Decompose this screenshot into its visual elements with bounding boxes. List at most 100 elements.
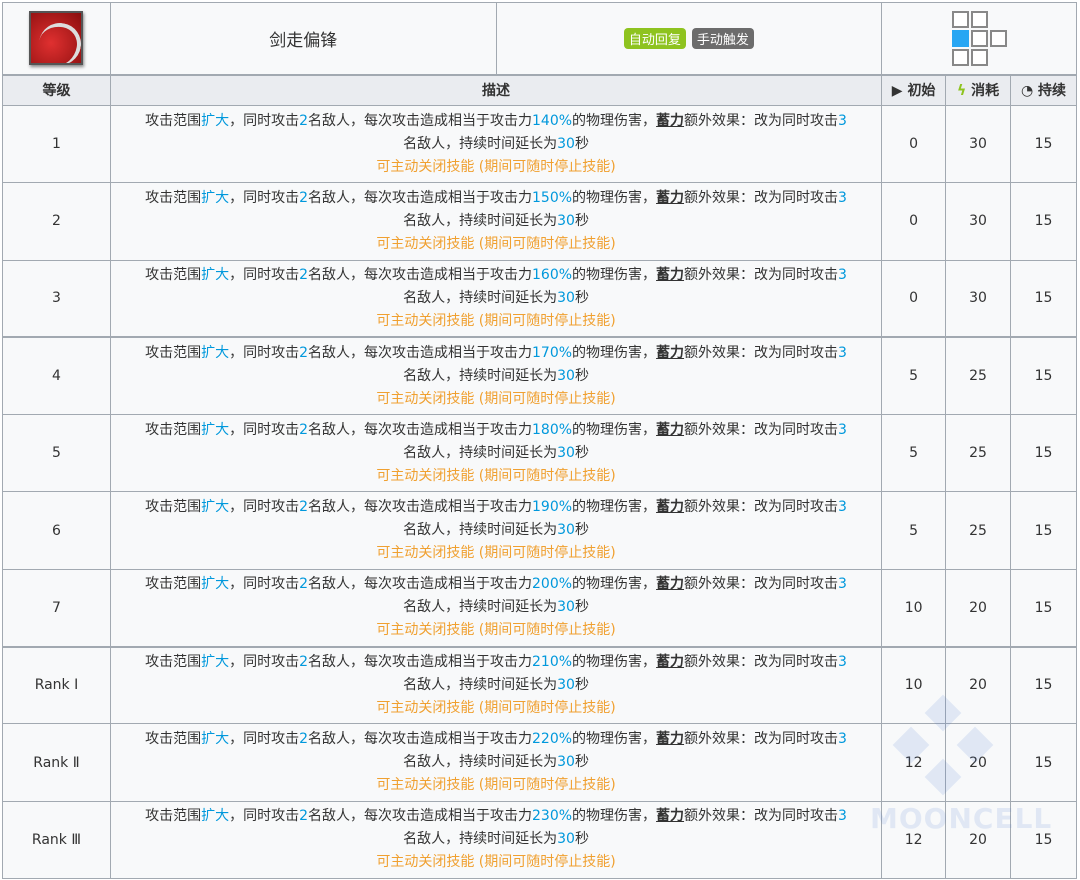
desc-segment: 攻击范围 bbox=[145, 808, 202, 825]
desc-segment: 蓄力 bbox=[656, 266, 685, 283]
desc-segment: 秒 bbox=[574, 522, 589, 539]
desc-segment: 的物理伤害， bbox=[572, 266, 657, 283]
toggle-note: 可主动关闭技能 (期间可随时停止技能) bbox=[376, 699, 616, 716]
desc-segment: 名敌人，持续时间延长为 bbox=[403, 289, 558, 306]
desc-segment: 攻击范围 bbox=[145, 731, 202, 748]
desc-segment: 额外效果：改为同时攻击 bbox=[684, 112, 839, 129]
desc-segment: 30 bbox=[557, 522, 575, 539]
table-row: 4 攻击范围扩大，同时攻击2名敌人，每次攻击造成相当于攻击力170%的物理伤害，… bbox=[2, 336, 1077, 416]
desc-segment: 3 bbox=[838, 576, 847, 593]
desc-segment: 名敌人，持续时间延长为 bbox=[403, 444, 558, 461]
desc-segment: 的物理伤害， bbox=[572, 189, 657, 206]
desc-segment: 210% bbox=[532, 653, 573, 670]
sp-cost-cell: 25 bbox=[945, 491, 1012, 570]
desc-segment: 额外效果：改为同时攻击 bbox=[684, 266, 839, 283]
skill-tags: 自动回复 手动触发 bbox=[495, 2, 883, 75]
desc-segment: 名敌人，每次攻击造成相当于攻击力 bbox=[308, 499, 533, 516]
range-cell bbox=[881, 2, 1077, 75]
desc-segment: 140% bbox=[532, 112, 573, 129]
sp-cost-cell: 25 bbox=[945, 414, 1012, 493]
desc-segment: 30 bbox=[557, 289, 575, 306]
desc-segment: 2 bbox=[299, 576, 309, 593]
tag-manual-trigger: 手动触发 bbox=[691, 27, 754, 49]
desc-segment: 额外效果：改为同时攻击 bbox=[684, 653, 839, 670]
desc-segment: ，同时攻击 bbox=[229, 421, 300, 438]
desc-segment: 30 bbox=[557, 831, 575, 848]
description-cell: 攻击范围扩大，同时攻击2名敌人，每次攻击造成相当于攻击力160%的物理伤害，蓄力… bbox=[109, 259, 883, 338]
desc-segment: 的物理伤害， bbox=[572, 653, 657, 670]
desc-segment: 蓄力 bbox=[656, 653, 685, 670]
initial-sp-cell: 5 bbox=[881, 336, 947, 416]
desc-segment: 3 bbox=[838, 112, 847, 129]
desc-segment: 扩大 bbox=[201, 499, 230, 516]
skill-header-row: 剑走偏锋 自动回复 手动触发 bbox=[2, 2, 1077, 75]
desc-segment: 扩大 bbox=[201, 112, 230, 129]
desc-segment: 攻击范围 bbox=[145, 189, 202, 206]
desc-segment: 额外效果：改为同时攻击 bbox=[684, 421, 839, 438]
desc-segment: 扩大 bbox=[201, 808, 230, 825]
skill-name: 剑走偏锋 bbox=[109, 2, 497, 75]
play-icon: ▶ bbox=[891, 83, 903, 100]
desc-segment: 30 bbox=[557, 367, 575, 384]
header-initial-label: 初始 bbox=[907, 83, 936, 100]
column-headers: 等级 描述 ▶ 初始 ϟ 消耗 ◔ 持续 bbox=[2, 73, 1077, 106]
header-description: 描述 bbox=[109, 73, 883, 106]
toggle-note: 可主动关闭技能 (期间可随时停止技能) bbox=[376, 158, 616, 175]
table-row: 2 攻击范围扩大，同时攻击2名敌人，每次攻击造成相当于攻击力150%的物理伤害，… bbox=[2, 182, 1077, 261]
table-row: Rank Ⅱ 攻击范围扩大，同时攻击2名敌人，每次攻击造成相当于攻击力220%的… bbox=[2, 723, 1077, 802]
desc-segment: 2 bbox=[299, 189, 309, 206]
desc-segment: 蓄力 bbox=[656, 808, 685, 825]
desc-segment: 额外效果：改为同时攻击 bbox=[684, 344, 839, 361]
desc-segment: 秒 bbox=[574, 289, 589, 306]
desc-segment: 秒 bbox=[574, 599, 589, 616]
lightning-icon: ϟ bbox=[956, 83, 967, 100]
desc-segment: ，同时攻击 bbox=[229, 189, 300, 206]
range-cell-square bbox=[951, 29, 969, 47]
skill-icon-cell bbox=[2, 2, 111, 75]
description-cell: 攻击范围扩大，同时攻击2名敌人，每次攻击造成相当于攻击力170%的物理伤害，蓄力… bbox=[109, 336, 883, 416]
sword-slash-skill-icon bbox=[29, 11, 84, 66]
desc-segment: 3 bbox=[838, 653, 847, 670]
desc-segment: ，同时攻击 bbox=[229, 808, 300, 825]
desc-segment: 名敌人，每次攻击造成相当于攻击力 bbox=[308, 808, 533, 825]
clock-icon: ◔ bbox=[1020, 83, 1034, 100]
desc-segment: ，同时攻击 bbox=[229, 344, 300, 361]
initial-sp-cell: 5 bbox=[881, 491, 947, 570]
desc-segment: 扩大 bbox=[201, 421, 230, 438]
desc-segment: 额外效果：改为同时攻击 bbox=[684, 499, 839, 516]
tag-auto-recovery: 自动回复 bbox=[623, 27, 686, 49]
desc-segment: 30 bbox=[557, 135, 575, 152]
level-cell: 4 bbox=[2, 336, 111, 416]
desc-segment: 2 bbox=[299, 731, 309, 748]
desc-segment: 扩大 bbox=[201, 266, 230, 283]
desc-segment: 蓄力 bbox=[656, 189, 685, 206]
level-cell: 7 bbox=[2, 568, 111, 648]
desc-segment: 3 bbox=[838, 189, 847, 206]
desc-segment: 扩大 bbox=[201, 731, 230, 748]
desc-segment: ，同时攻击 bbox=[229, 266, 300, 283]
level-cell: Rank Ⅱ bbox=[2, 723, 111, 802]
desc-segment: 名敌人，持续时间延长为 bbox=[403, 676, 558, 693]
table-row: 6 攻击范围扩大，同时攻击2名敌人，每次攻击造成相当于攻击力190%的物理伤害，… bbox=[2, 491, 1077, 570]
sp-cost-cell: 25 bbox=[945, 336, 1012, 416]
desc-segment: 蓄力 bbox=[656, 499, 685, 516]
range-cell-square bbox=[970, 48, 988, 66]
desc-segment: 额外效果：改为同时攻击 bbox=[684, 189, 839, 206]
sp-cost-cell: 30 bbox=[945, 182, 1012, 261]
header-duration: ◔ 持续 bbox=[1010, 73, 1077, 106]
desc-segment: 扩大 bbox=[201, 189, 230, 206]
desc-segment: 的物理伤害， bbox=[572, 421, 657, 438]
desc-segment: 额外效果：改为同时攻击 bbox=[684, 808, 839, 825]
desc-segment: 的物理伤害， bbox=[572, 344, 657, 361]
desc-segment: 3 bbox=[838, 499, 847, 516]
level-cell: 3 bbox=[2, 259, 111, 338]
duration-cell: 15 bbox=[1010, 336, 1077, 416]
table-row: 3 攻击范围扩大，同时攻击2名敌人，每次攻击造成相当于攻击力160%的物理伤害，… bbox=[2, 259, 1077, 338]
range-cell-square bbox=[989, 29, 1007, 47]
desc-segment: 2 bbox=[299, 653, 309, 670]
toggle-note: 可主动关闭技能 (期间可随时停止技能) bbox=[376, 777, 616, 794]
desc-segment: 3 bbox=[838, 731, 847, 748]
toggle-note: 可主动关闭技能 (期间可随时停止技能) bbox=[376, 390, 616, 407]
desc-segment: 30 bbox=[557, 676, 575, 693]
desc-segment: 蓄力 bbox=[656, 112, 685, 129]
